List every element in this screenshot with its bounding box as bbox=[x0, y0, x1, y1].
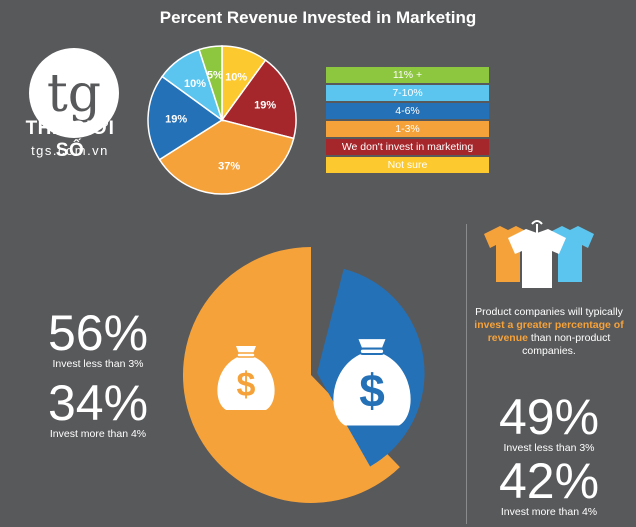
note-text: Product companies will typically bbox=[475, 306, 623, 318]
dollar-sign: $ bbox=[359, 365, 385, 417]
slice-label: 19% bbox=[165, 114, 187, 126]
slice-label: 19% bbox=[254, 99, 276, 111]
tgs-logo: tg bbox=[29, 48, 119, 138]
divider-line bbox=[466, 224, 467, 524]
stat-caption: Invest less than 3% bbox=[503, 442, 595, 454]
slice-label: 10% bbox=[225, 71, 247, 83]
legend-item: We don't invest in marketing bbox=[326, 139, 489, 155]
pie-slice bbox=[220, 59, 297, 140]
product-companies-note: Product companies will typically invest … bbox=[474, 306, 624, 358]
pie-slice bbox=[147, 75, 224, 161]
invest-pie-chart: $ $ bbox=[182, 247, 425, 504]
pie-legend: 11% + 7-10% 4-6% 1-3% We don't invest in mar… bbox=[326, 67, 489, 175]
brand-name: THẾ GIỚI SỐ bbox=[25, 118, 115, 161]
stat-value: 34% bbox=[47, 375, 149, 431]
money-bag-icon: $ bbox=[217, 346, 275, 410]
legend-item: 4-6% bbox=[326, 103, 489, 119]
stat-value: 42% bbox=[498, 453, 600, 509]
stat-value: 56% bbox=[47, 305, 149, 361]
pie-slice bbox=[182, 247, 400, 504]
revenue-pie-chart: 10% 19% 37% 19% 10%5% bbox=[147, 45, 297, 195]
legend-item: 1-3% bbox=[326, 121, 489, 137]
slice-label: 5% bbox=[207, 70, 223, 82]
stat-49: 49% Invest less than 3% bbox=[474, 392, 624, 454]
money-bag-icon: $ bbox=[333, 339, 411, 426]
logo-monogram: tg bbox=[47, 64, 101, 124]
stat-caption: Invest less than 3% bbox=[52, 358, 144, 370]
chart-title: Percent Revenue Invested in Marketing bbox=[159, 8, 477, 27]
note-text-end: than non-product companies. bbox=[522, 332, 611, 357]
slice-label: 37% bbox=[218, 160, 240, 172]
stat-caption: Invest more than 4% bbox=[49, 428, 147, 440]
legend-item: Not sure bbox=[326, 157, 489, 173]
stat-34: 34% Invest more than 4% bbox=[38, 378, 158, 440]
legend-item: 7-10% bbox=[326, 85, 489, 101]
slice-label: 10% bbox=[184, 78, 206, 90]
legend-item: 11% + bbox=[326, 67, 489, 83]
stat-caption: Invest more than 4% bbox=[500, 506, 598, 518]
pie-slice bbox=[198, 45, 223, 121]
note-highlight: invest a greater percentage of revenue bbox=[474, 319, 624, 344]
stat-42: 42% Invest more than 4% bbox=[474, 456, 624, 518]
dollar-sign: $ bbox=[237, 366, 256, 404]
stat-value: 49% bbox=[498, 389, 600, 445]
stat-56: 56% Invest less than 3% bbox=[38, 308, 158, 370]
brand-url: tgs.com.vn bbox=[31, 143, 109, 158]
tshirts-icon bbox=[484, 220, 594, 288]
logo-circle bbox=[29, 48, 119, 138]
